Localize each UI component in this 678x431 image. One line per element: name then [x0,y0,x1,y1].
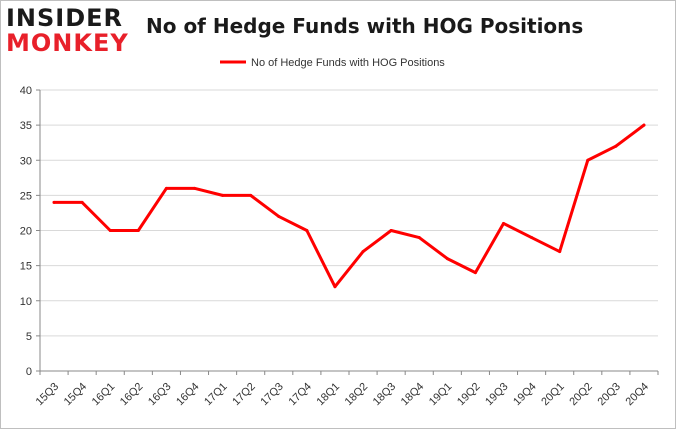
x-tick-label: 17Q2 [230,381,258,409]
x-tick-label: 17Q3 [258,381,286,409]
data-point [586,158,590,162]
data-point [417,236,421,240]
y-tick-label: 5 [26,331,32,343]
x-tick-label: 15Q3 [34,381,62,409]
x-tick-label: 20Q1 [539,381,567,409]
x-tick-label: 16Q2 [118,381,146,409]
y-tick-label: 35 [20,120,32,132]
x-tick-label: 17Q1 [202,381,230,409]
y-tick-label: 10 [20,296,32,308]
data-point [52,200,56,204]
chart-title: No of Hedge Funds with HOG Positions [146,14,584,38]
data-point [108,229,112,232]
insider-monkey-logo: INSIDER MONKEY [6,4,129,57]
data-point [445,257,449,261]
data-point [249,193,253,197]
series-line [52,123,646,289]
data-point [305,229,309,232]
data-point [333,285,337,289]
y-tick-label: 30 [20,155,32,167]
x-tick-label: 18Q2 [343,381,371,409]
x-tick-label: 18Q4 [399,381,427,409]
data-point [164,186,168,190]
x-tick-label: 19Q2 [455,381,483,409]
data-point [614,144,618,148]
x-axis-ticks: 15Q3 15Q4 16Q1 16Q2 16Q3 16Q4 17Q1 17Q2 17Q3 17Q4… [34,371,659,409]
x-tick-label: 16Q1 [90,381,118,409]
x-tick-label: 15Q4 [62,381,90,409]
x-tick-label: 16Q4 [174,381,202,409]
data-point [221,193,225,197]
data-point [642,123,646,127]
data-point [558,250,562,254]
y-tick-label: 40 [20,85,32,97]
x-tick-label: 19Q3 [483,381,511,409]
x-tick-label: 19Q1 [427,381,455,409]
data-point [277,214,281,218]
y-tick-label: 25 [20,190,32,202]
series-layer [52,123,646,289]
logo-line-1: INSIDER [6,4,124,32]
y-tick-label: 20 [20,226,32,238]
x-tick-label: 20Q2 [567,381,595,409]
x-tick-label: 18Q3 [371,381,399,409]
data-point [473,271,477,275]
x-tick-label: 19Q4 [511,381,539,409]
data-point [136,229,140,232]
x-tick-label: 18Q1 [315,381,343,409]
data-point [193,186,196,190]
logo-line-2: MONKEY [6,29,129,57]
data-point [80,200,84,204]
legend: No of Hedge Funds with HOG Positions [220,57,445,69]
data-point [530,236,534,240]
data-point [502,221,505,225]
data-point [389,229,393,232]
y-tick-label: 0 [26,366,32,378]
x-tick-label: 20Q3 [595,381,623,409]
x-tick-label: 20Q4 [624,381,652,409]
gridlines [40,89,658,337]
data-point [361,250,365,254]
y-tick-label: 15 [20,261,32,273]
y-axis-ticks: 0 5 10 15 20 25 30 35 40 [20,85,40,378]
x-tick-label: 17Q4 [286,381,314,409]
legend-label: No of Hedge Funds with HOG Positions [251,57,445,69]
x-tick-label: 16Q3 [146,381,174,409]
